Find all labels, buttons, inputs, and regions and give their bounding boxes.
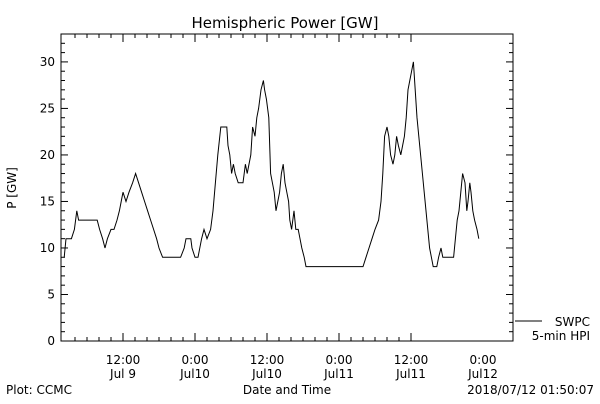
y-axis-label: P [GW] bbox=[5, 167, 19, 209]
legend-label-swpc: SWPC bbox=[555, 315, 590, 329]
y-tick-label: 15 bbox=[40, 194, 55, 208]
y-tick-label: 5 bbox=[47, 287, 55, 301]
x-tick-label-date: Jul10 bbox=[251, 367, 282, 381]
x-tick-label-time: 12:00 bbox=[250, 353, 285, 367]
y-tick-label: 30 bbox=[40, 55, 55, 69]
footer-timestamp: 2018/07/12 01:50:07 bbox=[467, 383, 594, 397]
x-tick-label-date: Jul11 bbox=[395, 367, 426, 381]
y-tick-label: 25 bbox=[40, 101, 55, 115]
chart-title: Hemispheric Power [GW] bbox=[192, 14, 379, 32]
x-tick-label-date: Jul10 bbox=[179, 367, 210, 381]
x-tick-label-date: Jul11 bbox=[323, 367, 354, 381]
x-tick-label-time: 0:00 bbox=[182, 353, 209, 367]
series-line-0 bbox=[63, 61, 480, 268]
x-tick-label-date: Jul 9 bbox=[109, 367, 136, 381]
x-tick-label-time: 0:00 bbox=[470, 353, 497, 367]
y-tick-label: 20 bbox=[40, 148, 55, 162]
x-axis-label: Date and Time bbox=[243, 383, 331, 397]
y-tick-label: 10 bbox=[40, 241, 55, 255]
x-tick-label-date: Jul12 bbox=[467, 367, 498, 381]
x-tick-label-time: 12:00 bbox=[106, 353, 141, 367]
x-tick-label-time: 0:00 bbox=[326, 353, 353, 367]
data-layer bbox=[63, 61, 480, 268]
footer-plot-source: Plot: CCMC bbox=[6, 383, 72, 397]
x-tick-label-time: 12:00 bbox=[394, 353, 429, 367]
plot-frame bbox=[60, 33, 514, 342]
legend-label-hpi: 5-min HPI bbox=[532, 329, 590, 343]
y-tick-label: 0 bbox=[47, 334, 55, 348]
